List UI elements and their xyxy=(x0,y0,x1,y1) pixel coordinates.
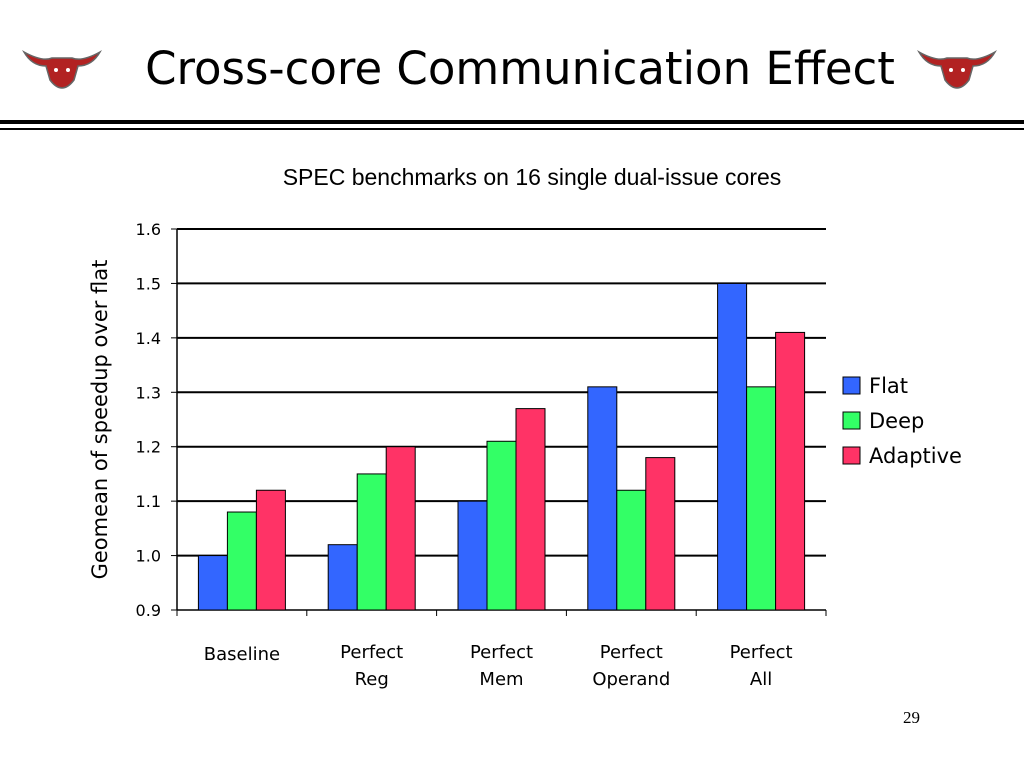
longhorn-logo-icon xyxy=(22,50,102,89)
bar-adaptive xyxy=(255,489,286,611)
bar-deep xyxy=(486,440,517,611)
bar-deep xyxy=(616,489,647,611)
y-tick-label: 1.4 xyxy=(136,329,161,348)
longhorn-logo-icon xyxy=(917,50,997,89)
x-tick-label: Baseline xyxy=(204,644,280,665)
bar-adaptive xyxy=(385,446,416,611)
bar-deep xyxy=(746,386,777,611)
legend-label: Flat xyxy=(869,374,908,398)
bar-adaptive xyxy=(515,408,546,611)
chart-title: SPEC benchmarks on 16 single dual-issue … xyxy=(282,164,782,190)
y-tick-label: 1.5 xyxy=(136,274,161,293)
y-tick-label: 1.0 xyxy=(136,547,161,566)
y-tick-label: 1.2 xyxy=(136,438,161,457)
bar-flat xyxy=(717,282,748,611)
bar-adaptive xyxy=(775,331,806,611)
title-divider-thin xyxy=(0,128,1024,130)
bar-flat xyxy=(587,386,618,611)
y-axis-label: Geomean of speedup over flat xyxy=(88,260,112,580)
legend-swatch xyxy=(842,411,861,430)
legend-swatch xyxy=(842,446,861,465)
bar-deep xyxy=(226,511,257,611)
x-tick-label: Mem xyxy=(479,669,523,690)
slide-title: Cross-core Communication Effect xyxy=(145,42,895,95)
x-tick-label: Operand xyxy=(592,669,670,690)
bar-deep xyxy=(356,473,387,611)
title-divider xyxy=(0,120,1024,124)
y-tick-label: 1.3 xyxy=(136,383,161,402)
bar-flat xyxy=(327,544,358,611)
y-tick-label: 1.1 xyxy=(136,492,161,511)
bar-flat xyxy=(457,500,488,611)
bar-adaptive xyxy=(645,457,676,611)
y-tick-label: 1.6 xyxy=(136,220,161,239)
legend-label: Adaptive xyxy=(869,444,962,468)
y-tick-label: 0.9 xyxy=(136,601,161,620)
x-tick-label: Perfect xyxy=(340,642,403,663)
x-tick-label: All xyxy=(750,669,772,690)
legend-label: Deep xyxy=(869,409,924,433)
x-tick-label: Perfect xyxy=(730,642,793,663)
legend-swatch xyxy=(842,376,861,395)
page-number: 29 xyxy=(903,708,920,727)
bar-flat xyxy=(197,555,228,611)
x-tick-label: Perfect xyxy=(600,642,663,663)
x-tick-label: Perfect xyxy=(470,642,533,663)
x-tick-label: Reg xyxy=(355,669,389,690)
